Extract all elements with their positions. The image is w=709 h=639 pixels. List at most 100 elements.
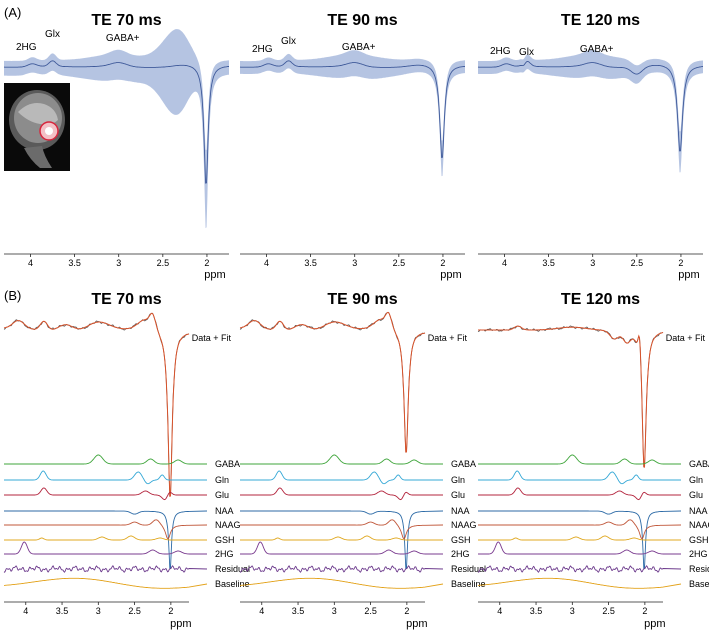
panel-b-series-label-naa: NAA <box>215 506 234 516</box>
panel-b-trace-gsh <box>4 535 207 541</box>
panel-b-series-label-gaba: GABA <box>689 459 709 469</box>
panel-b-trace-gln <box>240 470 443 485</box>
panel-b-xlabel-1: ppm <box>170 618 191 630</box>
panel-b-series-label-gaba: GABA <box>451 459 476 469</box>
panel-b-trace-glu <box>240 487 443 501</box>
panel-b-series-label-data-fit: Data + Fit <box>192 333 232 343</box>
panel-a-xlabel-3: ppm <box>678 269 699 281</box>
panel-a-tick-label: 3.5 <box>68 258 81 268</box>
mri-inset <box>4 83 70 171</box>
panel-a-tick-label: 3.5 <box>304 258 317 268</box>
panel-b-series-label-2hg: 2HG <box>451 549 470 559</box>
panel-b-trace-glu <box>478 487 681 501</box>
panel-b-trace-naag <box>478 519 682 540</box>
panel-a-tick-label: 4 <box>264 258 269 268</box>
panel-a-title-2: TE 90 ms <box>327 12 397 29</box>
panel-b-trace-glu <box>4 487 207 501</box>
panel-b-tick-label: 3.5 <box>56 606 69 616</box>
mri-cortex <box>18 103 58 125</box>
panel-b-series-label-2hg: 2HG <box>215 549 234 559</box>
panel-b-series-label-residual: Residual <box>451 564 486 574</box>
panel-a-tick-label: 4 <box>28 258 33 268</box>
panel-b: TE 70 ms Data + Fit GABA Gln Glu NAA NAAG GSH 2H… <box>3 291 709 630</box>
panel-b-series-label-2hg: 2HG <box>689 549 708 559</box>
panel-b-trace-baseline <box>478 577 682 589</box>
panel-b-title-1: TE 70 ms <box>91 291 161 308</box>
panel-b-series-label-baseline: Baseline <box>689 579 709 589</box>
panel-b-tick-label: 3 <box>570 606 575 616</box>
panel-b-series-label-residual: Residual <box>689 564 709 574</box>
panel-b-data-line-2 <box>239 311 426 453</box>
panel-b-trace-naa <box>240 510 444 569</box>
panel-a-sd-band-1 <box>4 29 229 229</box>
panel-a-tick-label: 2.5 <box>157 258 170 268</box>
panel-b-tick-label: 4 <box>497 606 502 616</box>
panel-b-series-label-data-fit: Data + Fit <box>666 333 706 343</box>
panel-a-peak-label-1-1: 2HG <box>16 42 37 53</box>
mri-brainstem <box>24 146 52 168</box>
panel-b-trace-residual <box>477 565 682 573</box>
panel-b-series-label-gaba: GABA <box>215 459 240 469</box>
panel-b-trace-naag <box>4 519 208 540</box>
panel-b-trace-gsh <box>240 535 443 541</box>
panel-a-title-3: TE 120 ms <box>561 12 640 29</box>
panel-b-tick-label: 4 <box>259 606 264 616</box>
panel-b-series-label-gln: Gln <box>689 475 703 485</box>
panel-b-fit-line-1 <box>3 312 190 497</box>
panel-b-series-label-naag: NAAG <box>451 520 477 530</box>
panel-a-tick-label: 3 <box>116 258 121 268</box>
panel-b-series-label-gln: Gln <box>451 475 465 485</box>
panel-b-series-label-residual: Residual <box>215 564 250 574</box>
panel-a-tick-label: 2.5 <box>393 258 406 268</box>
panel-b-trace-naa <box>4 510 208 569</box>
panel-a-tick-label: 4 <box>502 258 507 268</box>
panel-b-series-label-gsh: GSH <box>215 535 235 545</box>
panel-b-trace-2hg <box>4 541 207 555</box>
panel-b-tick-label: 2 <box>642 606 647 616</box>
panel-a-tick-label: 3 <box>590 258 595 268</box>
panel-b-tick-label: 2.5 <box>128 606 141 616</box>
panel-b-tick-label: 3.5 <box>530 606 543 616</box>
panel-a-tick-label: 2 <box>440 258 445 268</box>
panel-b-tick-label: 3 <box>96 606 101 616</box>
panel-b-trace-2hg <box>478 541 681 555</box>
panel-b-trace-residual <box>3 565 208 573</box>
panel-a-peak-label-3-3: GABA+ <box>580 44 614 55</box>
panel-b-trace-baseline <box>240 577 444 589</box>
panel-a-label: (A) <box>4 5 21 20</box>
panel-a-tick-label: 2.5 <box>631 258 644 268</box>
panel-b-series-label-baseline: Baseline <box>215 579 250 589</box>
panel-b-trace-naag <box>240 519 444 540</box>
panel-b-tick-label: 2 <box>168 606 173 616</box>
panel-b-fit-line-3 <box>478 325 664 468</box>
panel-b-trace-gaba <box>478 454 681 465</box>
panel-a-peak-label-2-1: 2HG <box>252 44 273 55</box>
panel-a-tick-label: 2 <box>204 258 209 268</box>
panel-b-title-2: TE 90 ms <box>327 291 397 308</box>
panel-b-series-label-baseline: Baseline <box>451 579 486 589</box>
panel-a-mean-line-2 <box>239 60 466 158</box>
panel-b-tick-label: 3.5 <box>292 606 305 616</box>
panel-b-trace-gsh <box>478 535 681 541</box>
panel-b-title-3: TE 120 ms <box>561 291 640 308</box>
panel-b-trace-2hg <box>240 541 443 555</box>
panel-b-series-label-glu: Glu <box>689 490 703 500</box>
panel-a-sd-band-3 <box>478 50 703 173</box>
panel-a-peak-label-2-3: GABA+ <box>342 42 376 53</box>
panel-b-subplot-3: TE 120 ms Data + Fit GABA Gln Glu NAA NAAG GSH 2… <box>477 291 709 630</box>
panel-b-trace-gaba <box>240 454 443 465</box>
panel-b-xlabel-2: ppm <box>406 618 427 630</box>
panel-b-series-label-gsh: GSH <box>689 535 709 545</box>
panel-a-sd-band-2 <box>240 50 465 177</box>
panel-b-trace-gln <box>478 470 681 485</box>
panel-b-data-line-3 <box>477 325 664 468</box>
panel-b-trace-gln <box>4 470 207 485</box>
panel-a-tick-label: 2 <box>678 258 683 268</box>
panel-b-trace-naa <box>478 510 682 569</box>
panel-a-tick-label: 3 <box>352 258 357 268</box>
panel-a-peak-label-3-2: Glx <box>519 47 534 58</box>
